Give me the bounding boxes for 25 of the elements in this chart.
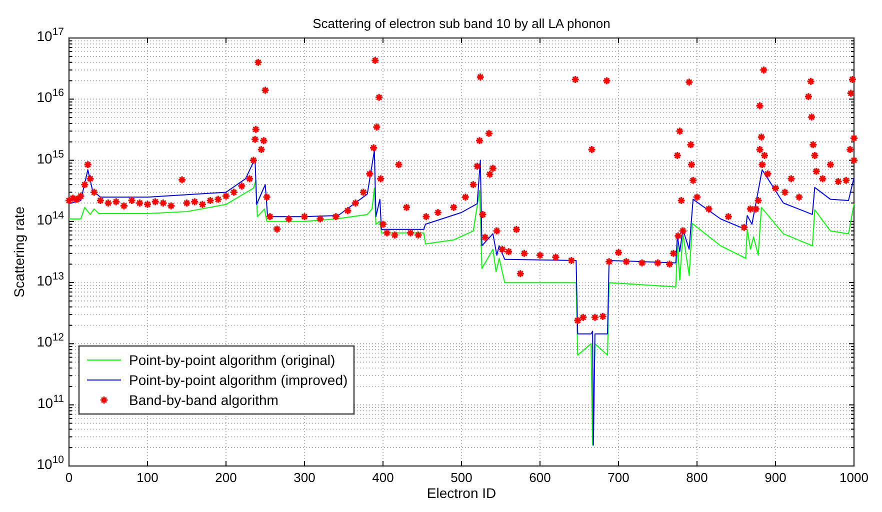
- x-tick-label: 700: [608, 470, 630, 485]
- y-tick-label: 10$^{13}$: [36, 270, 64, 289]
- x-tick-label: 0: [65, 470, 73, 485]
- x-tick-label: 800: [686, 470, 708, 485]
- y-tick-label: 10$^{10}$: [36, 454, 64, 472]
- x-tick-label: 500: [450, 470, 472, 485]
- y-tick-label: 10$^{14}$: [36, 209, 64, 228]
- legend-label: Point-by-point algorithm (improved): [129, 372, 348, 388]
- x-tick-label: 900: [764, 470, 786, 485]
- y-tick-label: 10$^{12}$: [36, 332, 64, 350]
- legend-label: Band-by-band algorithm: [129, 392, 278, 408]
- y-axis-title: Scattering rate: [11, 206, 27, 298]
- x-axis-title: Electron ID: [426, 485, 496, 501]
- y-tick-label: 10$^{16}$: [36, 87, 64, 106]
- x-tick-label: 100: [136, 470, 158, 485]
- legend-label: Point-by-point algorithm (original): [129, 352, 336, 368]
- x-tick-label: 200: [215, 470, 237, 485]
- y-tick-label: 10$^{15}$: [36, 148, 64, 166]
- chart-title: Scattering of electron sub band 10 by all LA phonon: [312, 16, 610, 31]
- x-tick-label: 600: [529, 470, 551, 485]
- y-tick-label: 10$^{17}$: [36, 26, 64, 44]
- x-tick-label: 1000: [840, 470, 868, 485]
- x-tick-label: 300: [294, 470, 316, 485]
- x-tick-label: 400: [372, 470, 394, 485]
- y-tick-label: 10$^{11}$: [38, 392, 64, 411]
